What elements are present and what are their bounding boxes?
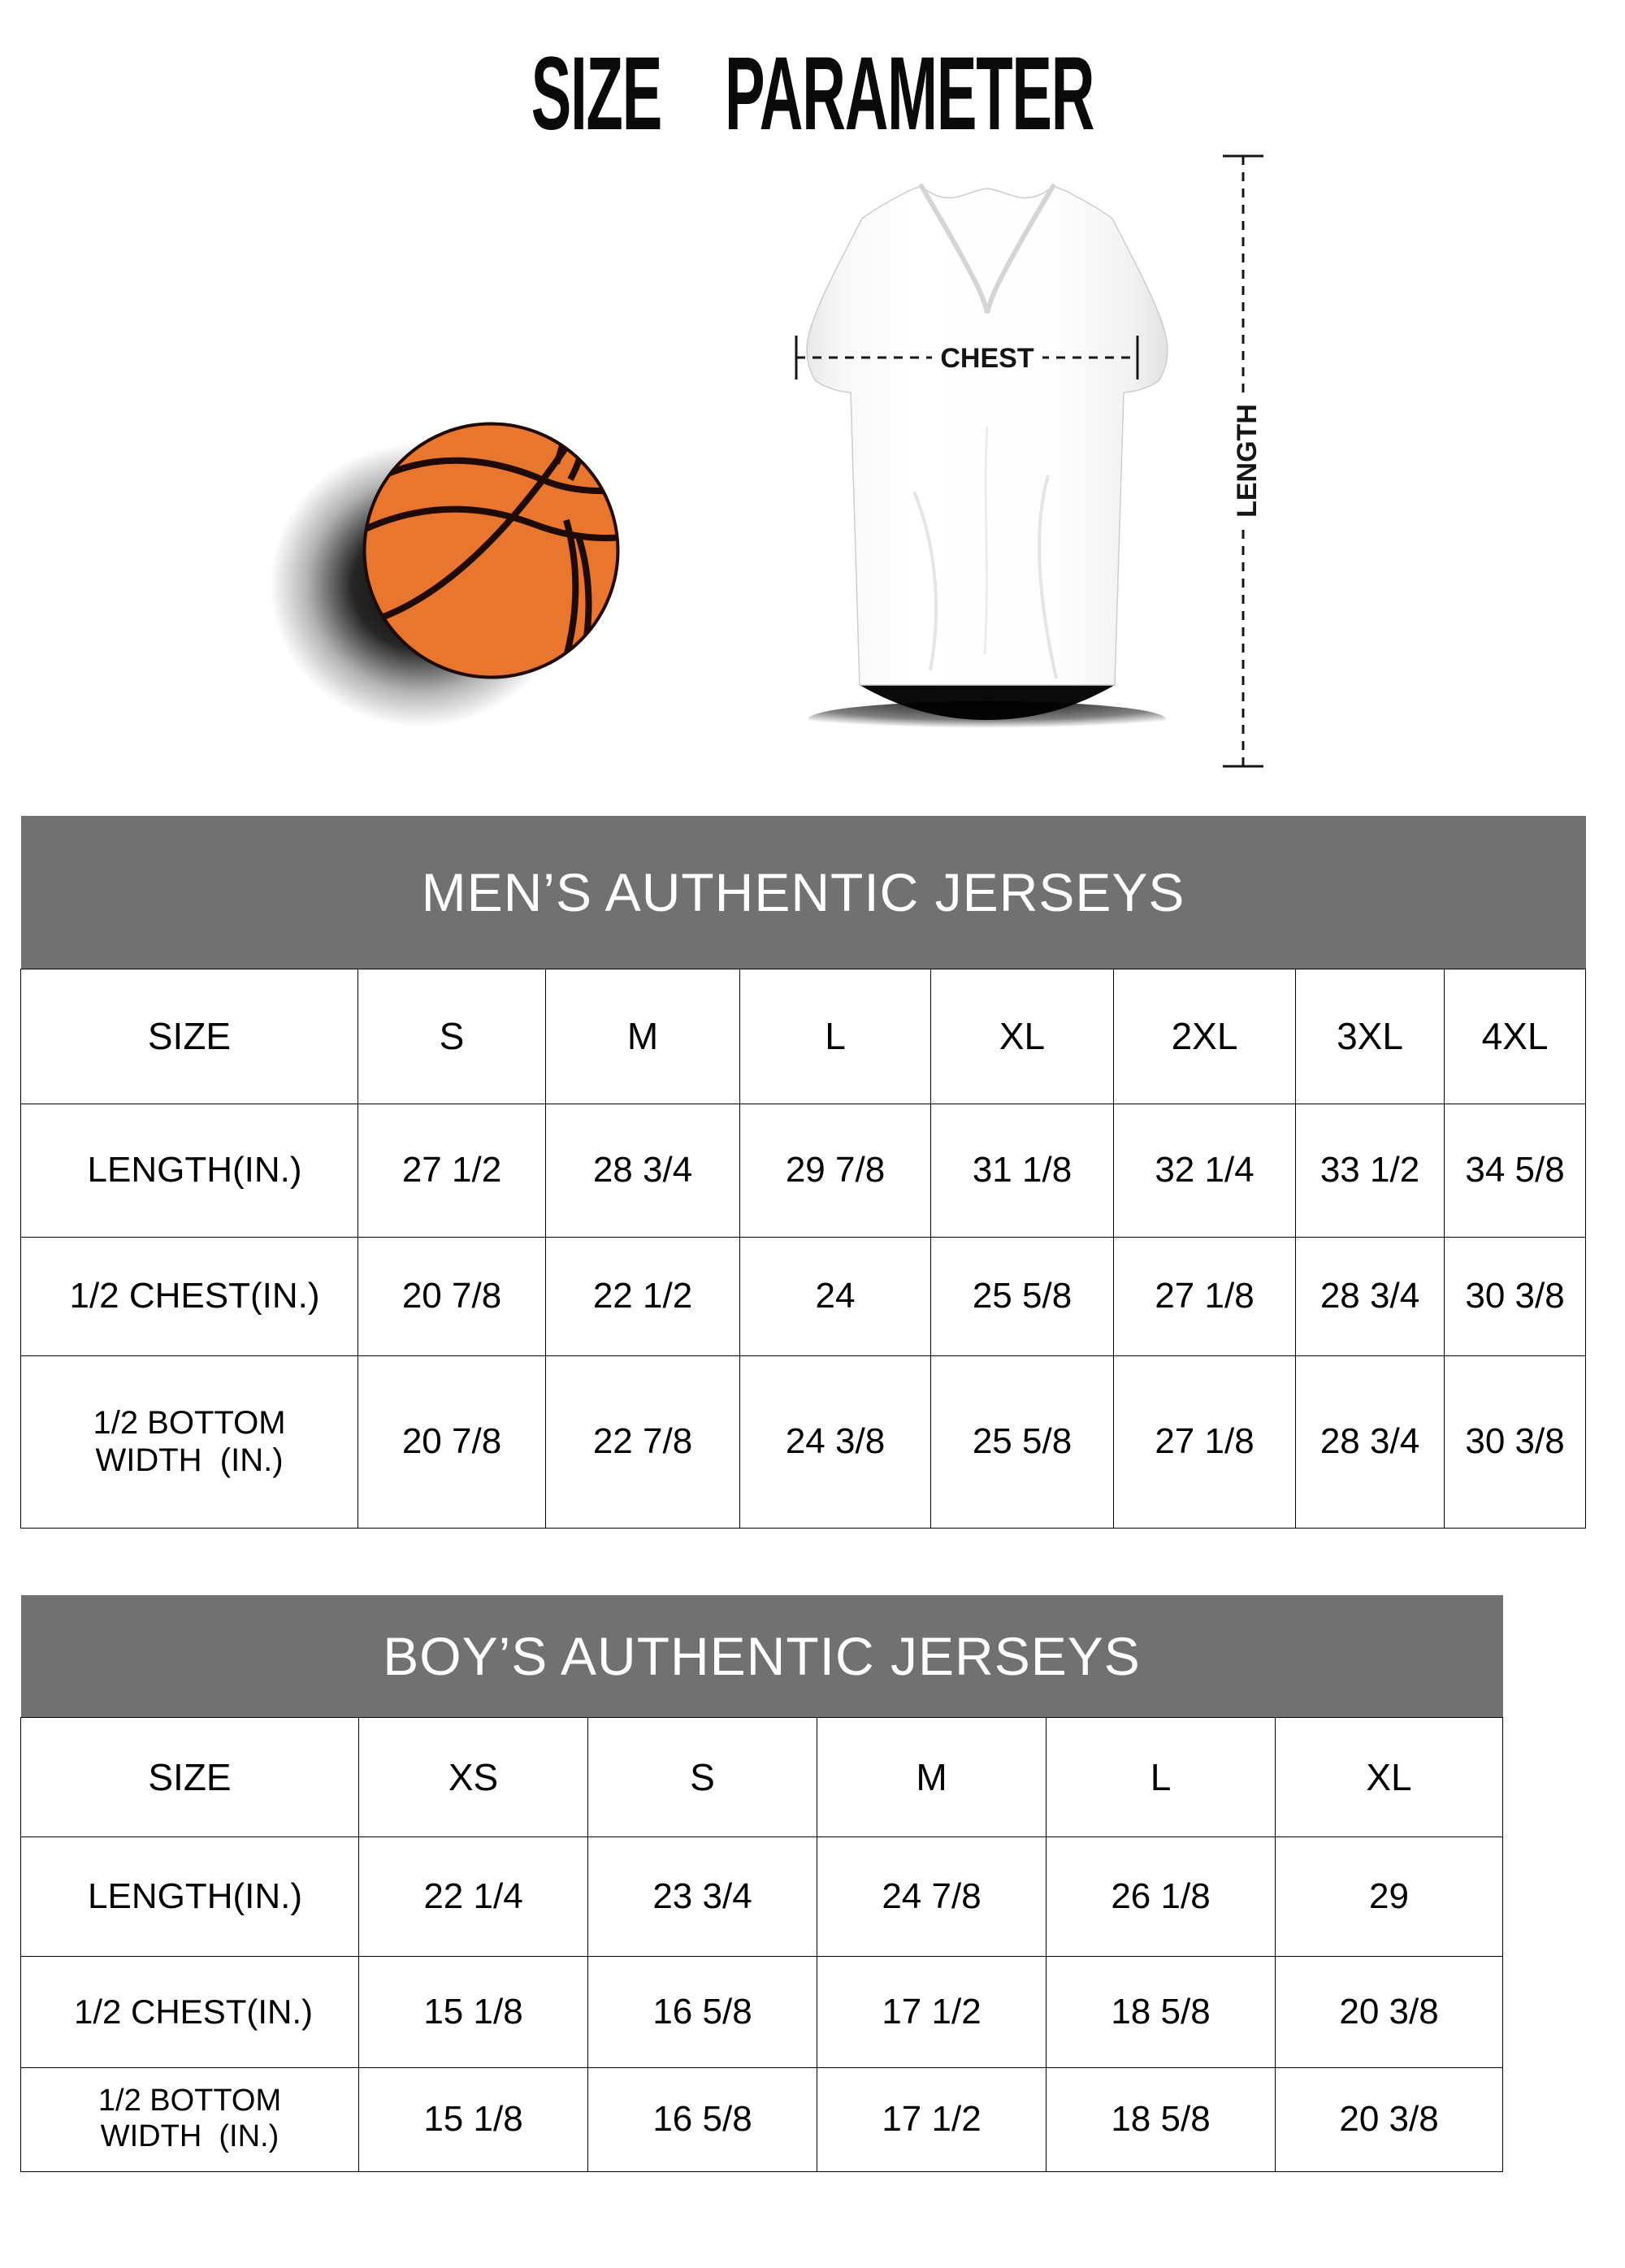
svg-text:LENGTH: LENGTH — [1232, 404, 1263, 518]
svg-text:CHEST: CHEST — [940, 343, 1034, 374]
